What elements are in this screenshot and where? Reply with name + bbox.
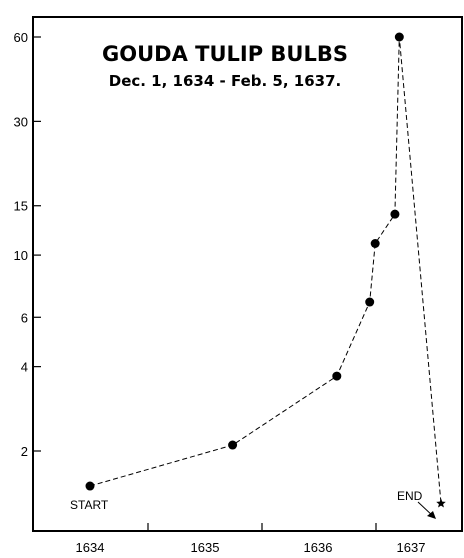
- y-tick-label: 4: [21, 360, 28, 375]
- end-arrow-head: [427, 511, 436, 519]
- series-line: [89, 36, 442, 504]
- data-point-end-star: [436, 498, 446, 508]
- x-tick-label: 1634: [76, 540, 105, 555]
- end-annotation: END: [397, 489, 423, 503]
- y-tick-label: 10: [14, 248, 28, 263]
- x-axis: 1634 1635 1636 1637: [76, 523, 426, 555]
- annotations: START END: [70, 489, 436, 519]
- y-tick-label: 2: [21, 444, 28, 459]
- y-tick-label: 60: [14, 30, 28, 45]
- data-point: [394, 32, 404, 42]
- data-point: [365, 297, 375, 307]
- data-point: [390, 209, 400, 219]
- x-tick-label: 1636: [304, 540, 333, 555]
- y-tick-label: 30: [14, 114, 28, 129]
- data-point: [85, 481, 95, 491]
- chart-title: GOUDA TULIP BULBS: [102, 42, 348, 66]
- data-point: [228, 440, 238, 450]
- chart-subtitle: Dec. 1, 1634 - Feb. 5, 1637.: [109, 72, 342, 90]
- y-tick-label: 6: [21, 310, 28, 325]
- data-point: [370, 238, 380, 248]
- start-annotation: START: [70, 498, 109, 512]
- y-axis: 2 4 6 10 15 30 60: [14, 30, 41, 459]
- data-points: [85, 32, 446, 508]
- x-tick-label: 1635: [191, 540, 220, 555]
- x-tick-label: 1637: [397, 540, 426, 555]
- data-point: [332, 371, 342, 381]
- y-tick-label: 15: [14, 199, 28, 214]
- plot-frame: [32, 16, 463, 532]
